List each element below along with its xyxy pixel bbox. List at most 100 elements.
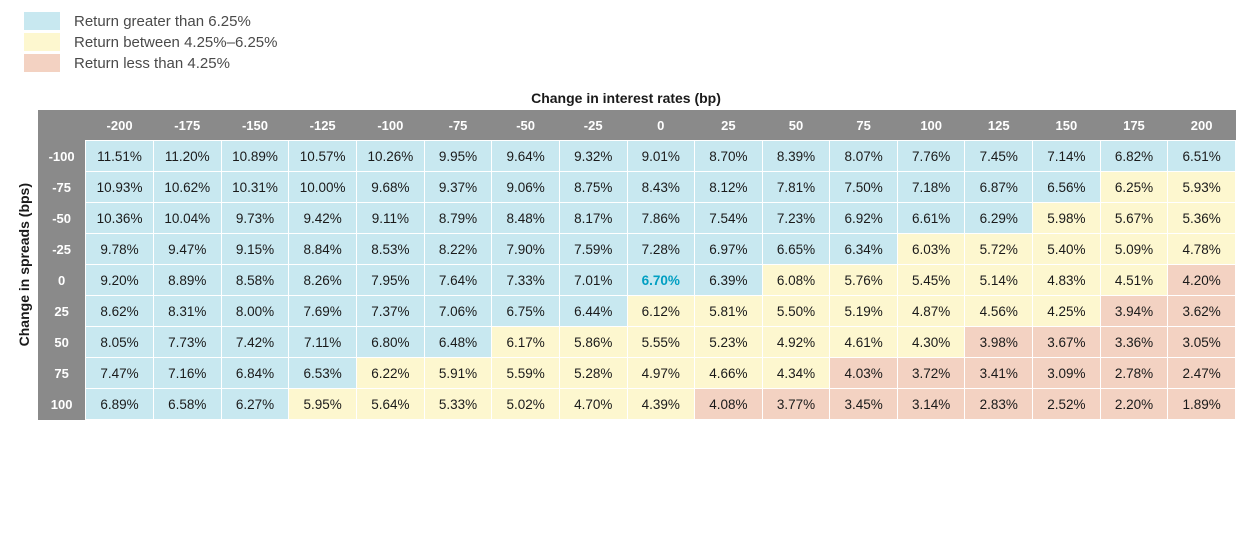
- legend-swatch-mid: [24, 33, 60, 51]
- col-header: -200: [86, 110, 154, 141]
- legend-label-low: Return less than 4.25%: [74, 55, 230, 72]
- heatmap-cell: 6.92%: [830, 203, 898, 234]
- heatmap-cell: 5.72%: [965, 234, 1033, 265]
- heatmap-cell: 8.53%: [357, 234, 425, 265]
- heatmap-cell: 3.77%: [762, 389, 830, 420]
- heatmap-cell: 7.28%: [627, 234, 695, 265]
- heatmap-cell: 7.64%: [424, 265, 492, 296]
- heatmap-cell: 8.07%: [830, 141, 898, 172]
- heatmap-cell: 9.42%: [289, 203, 357, 234]
- heatmap-cell: 2.20%: [1100, 389, 1168, 420]
- heatmap-cell: 10.04%: [153, 203, 221, 234]
- heatmap-cell: 6.80%: [357, 327, 425, 358]
- y-axis-title: Change in spreads (bps): [16, 183, 32, 346]
- heatmap-cell: 8.89%: [153, 265, 221, 296]
- col-header: -150: [221, 110, 289, 141]
- row-header: 0: [38, 265, 86, 296]
- col-header: 200: [1168, 110, 1236, 141]
- heatmap-cell: 5.98%: [1033, 203, 1101, 234]
- heatmap-cell: 8.31%: [153, 296, 221, 327]
- heatmap-cell: 4.78%: [1168, 234, 1236, 265]
- heatmap-cell: 5.64%: [357, 389, 425, 420]
- heatmap-cell: 8.26%: [289, 265, 357, 296]
- heatmap-cell: 5.40%: [1033, 234, 1101, 265]
- heatmap-cell: 8.05%: [86, 327, 154, 358]
- heatmap-cell: 9.68%: [357, 172, 425, 203]
- heatmap-cell: 5.86%: [559, 327, 627, 358]
- legend: Return greater than 6.25% Return between…: [24, 12, 1236, 72]
- heatmap-cell: 2.83%: [965, 389, 1033, 420]
- heatmap-cell: 8.58%: [221, 265, 289, 296]
- row-header: -50: [38, 203, 86, 234]
- heatmap-cell: 8.70%: [695, 141, 763, 172]
- row-header: 50: [38, 327, 86, 358]
- heatmap-cell: 3.05%: [1168, 327, 1236, 358]
- heatmap-cell: 8.43%: [627, 172, 695, 203]
- heatmap-cell: 4.51%: [1100, 265, 1168, 296]
- heatmap-cell: 2.47%: [1168, 358, 1236, 389]
- heatmap-cell: 8.48%: [492, 203, 560, 234]
- heatmap-cell: 8.12%: [695, 172, 763, 203]
- heatmap-cell: 5.67%: [1100, 203, 1168, 234]
- heatmap-cell: 5.59%: [492, 358, 560, 389]
- heatmap-cell: 6.22%: [357, 358, 425, 389]
- col-header: 50: [762, 110, 830, 141]
- heatmap-cell: 10.31%: [221, 172, 289, 203]
- heatmap-cell: 6.75%: [492, 296, 560, 327]
- heatmap-cell: 6.44%: [559, 296, 627, 327]
- return-heatmap-table: -200-175-150-125-100-75-50-2502550751001…: [38, 110, 1236, 420]
- heatmap-cell: 9.78%: [86, 234, 154, 265]
- heatmap-cell: 9.73%: [221, 203, 289, 234]
- heatmap-cell: 5.09%: [1100, 234, 1168, 265]
- heatmap-cell: 6.25%: [1100, 172, 1168, 203]
- col-header: -75: [424, 110, 492, 141]
- heatmap-cell: 5.02%: [492, 389, 560, 420]
- legend-label-mid: Return between 4.25%–6.25%: [74, 34, 277, 51]
- heatmap-cell: 6.65%: [762, 234, 830, 265]
- heatmap-cell: 5.91%: [424, 358, 492, 389]
- heatmap-cell: 8.17%: [559, 203, 627, 234]
- col-header: 25: [695, 110, 763, 141]
- legend-row: Return less than 4.25%: [24, 54, 1236, 72]
- col-header: 75: [830, 110, 898, 141]
- heatmap-cell: 9.15%: [221, 234, 289, 265]
- heatmap-cell: 6.97%: [695, 234, 763, 265]
- heatmap-cell: 7.86%: [627, 203, 695, 234]
- heatmap-cell: 6.48%: [424, 327, 492, 358]
- heatmap-cell: 7.69%: [289, 296, 357, 327]
- heatmap-cell: 6.56%: [1033, 172, 1101, 203]
- heatmap-cell: 9.06%: [492, 172, 560, 203]
- heatmap-cell: 7.54%: [695, 203, 763, 234]
- heatmap-cell: 6.29%: [965, 203, 1033, 234]
- heatmap-cell: 6.27%: [221, 389, 289, 420]
- table-corner: [38, 110, 86, 141]
- heatmap-cell: 5.95%: [289, 389, 357, 420]
- heatmap-cell: 10.26%: [357, 141, 425, 172]
- col-header: -50: [492, 110, 560, 141]
- legend-swatch-low: [24, 54, 60, 72]
- col-header: 150: [1033, 110, 1101, 141]
- heatmap-cell: 4.34%: [762, 358, 830, 389]
- heatmap-cell: 9.11%: [357, 203, 425, 234]
- heatmap-cell: 7.90%: [492, 234, 560, 265]
- heatmap-cell: 7.01%: [559, 265, 627, 296]
- heatmap-cell: 3.67%: [1033, 327, 1101, 358]
- col-header: 125: [965, 110, 1033, 141]
- heatmap-cell: 7.37%: [357, 296, 425, 327]
- heatmap-cell: 5.93%: [1168, 172, 1236, 203]
- heatmap-cell: 4.87%: [897, 296, 965, 327]
- heatmap-cell: 5.81%: [695, 296, 763, 327]
- heatmap-cell: 9.37%: [424, 172, 492, 203]
- heatmap-cell: 7.59%: [559, 234, 627, 265]
- heatmap-cell: 9.47%: [153, 234, 221, 265]
- heatmap-cell: 3.41%: [965, 358, 1033, 389]
- heatmap-cell: 6.58%: [153, 389, 221, 420]
- col-header: -25: [559, 110, 627, 141]
- heatmap-cell: 3.36%: [1100, 327, 1168, 358]
- heatmap-cell: 5.36%: [1168, 203, 1236, 234]
- heatmap-cell: 7.81%: [762, 172, 830, 203]
- heatmap-cell: 5.19%: [830, 296, 898, 327]
- heatmap-cell: 5.45%: [897, 265, 965, 296]
- legend-swatch-high: [24, 12, 60, 30]
- heatmap-cell: 6.17%: [492, 327, 560, 358]
